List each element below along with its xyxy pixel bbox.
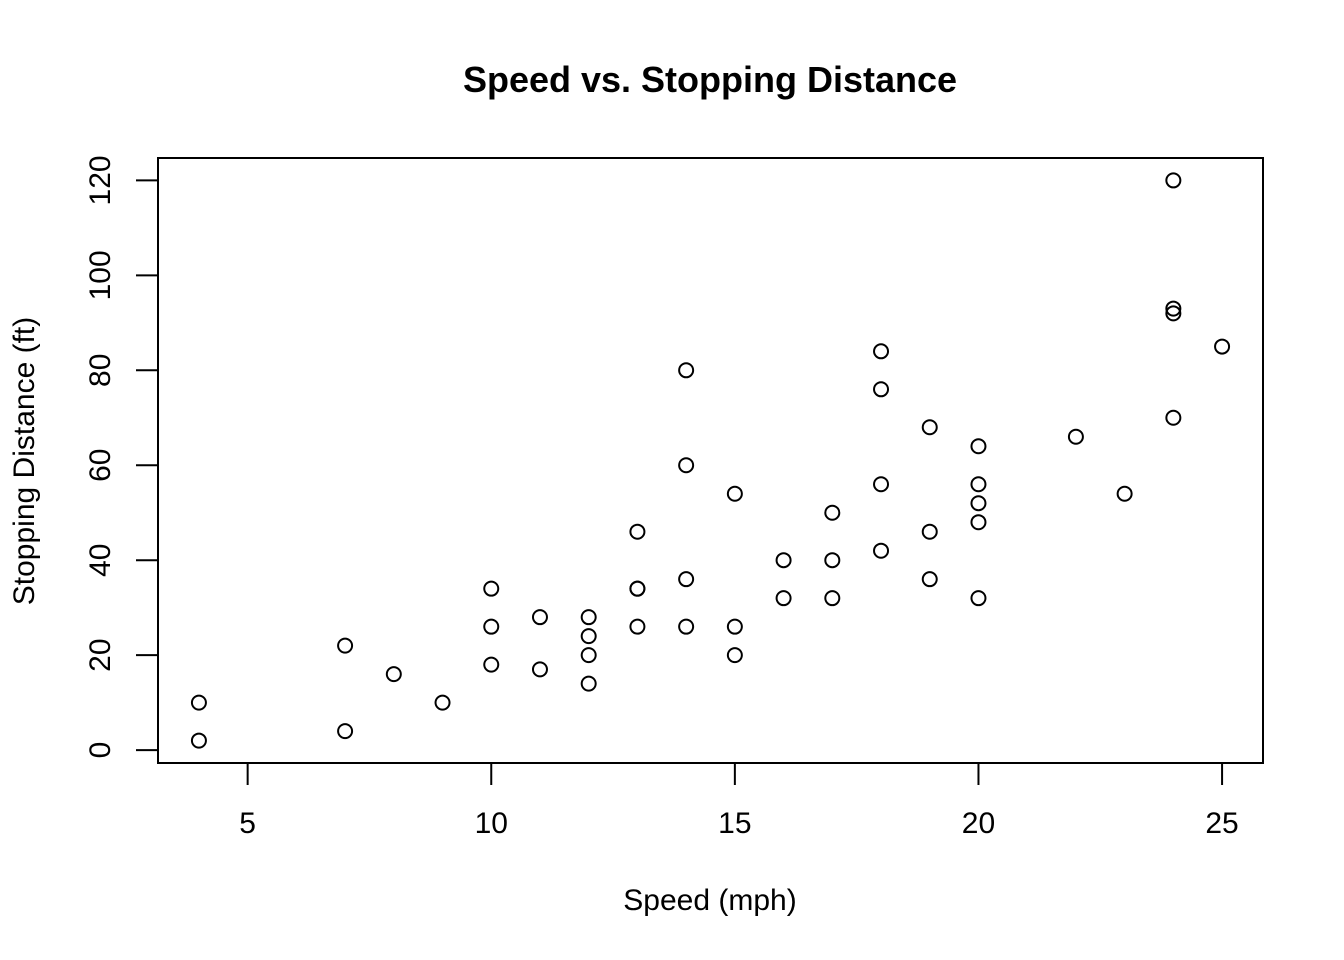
data-point: [385, 666, 402, 683]
data-point: [1165, 172, 1182, 189]
data-point: [873, 381, 890, 398]
data-point: [970, 514, 987, 531]
data-point: [775, 552, 792, 569]
data-point: [873, 542, 890, 559]
data-point: [726, 485, 743, 502]
y-axis: 0 20 40 60 80 100 120: [84, 155, 159, 759]
data-point: [921, 419, 938, 436]
x-tick-label: 10: [475, 807, 508, 840]
data-point: [580, 647, 597, 664]
data-point: [1165, 305, 1182, 322]
data-point: [970, 438, 987, 455]
data-point: [580, 675, 597, 692]
data-point: [190, 732, 207, 749]
y-axis-label: Stopping Distance (ft): [8, 317, 41, 605]
data-point: [824, 552, 841, 569]
data-point: [824, 590, 841, 607]
data-point: [726, 647, 743, 664]
data-point: [678, 457, 695, 474]
y-tick-label: 20: [84, 638, 117, 671]
y-tick-label: 60: [84, 449, 117, 482]
data-point: [531, 661, 548, 678]
y-tick-label: 80: [84, 354, 117, 387]
data-point: [483, 618, 500, 635]
plot-frame: [157, 157, 1264, 764]
y-tick-label: 120: [84, 155, 117, 205]
x-axis-label: Speed (mph): [623, 884, 796, 917]
data-point: [726, 618, 743, 635]
data-point: [337, 723, 354, 740]
data-point: [775, 590, 792, 607]
data-point: [337, 637, 354, 654]
data-point: [1214, 338, 1231, 355]
y-tick-label: 100: [84, 250, 117, 300]
data-point: [678, 571, 695, 588]
y-tick-label: 0: [84, 742, 117, 759]
x-tick-label: 25: [1205, 807, 1238, 840]
data-point: [970, 590, 987, 607]
data-point: [1165, 300, 1182, 317]
data-point: [1165, 409, 1182, 426]
data-point: [1067, 428, 1084, 445]
data-point: [483, 580, 500, 597]
data-point: [580, 609, 597, 626]
data-point: [678, 618, 695, 635]
data-point: [1116, 485, 1133, 502]
data-point: [970, 495, 987, 512]
data-point: [921, 571, 938, 588]
data-point: [678, 362, 695, 379]
chart-title: Speed vs. Stopping Distance: [463, 59, 957, 100]
data-points: [190, 172, 1231, 749]
y-tick-label: 40: [84, 544, 117, 577]
data-point: [434, 694, 451, 711]
data-point: [824, 504, 841, 521]
data-point: [483, 656, 500, 673]
data-point: [970, 476, 987, 493]
data-point: [190, 694, 207, 711]
data-point: [629, 618, 646, 635]
data-point: [873, 343, 890, 360]
x-tick-label: 20: [962, 807, 995, 840]
data-point: [580, 628, 597, 645]
data-point: [921, 523, 938, 540]
x-tick-label: 15: [718, 807, 751, 840]
data-point: [873, 476, 890, 493]
data-point: [531, 609, 548, 626]
data-point: [629, 580, 646, 597]
x-tick-label: 5: [239, 807, 256, 840]
x-axis: 5 10 15 20 25: [239, 762, 1239, 840]
data-point: [629, 523, 646, 540]
